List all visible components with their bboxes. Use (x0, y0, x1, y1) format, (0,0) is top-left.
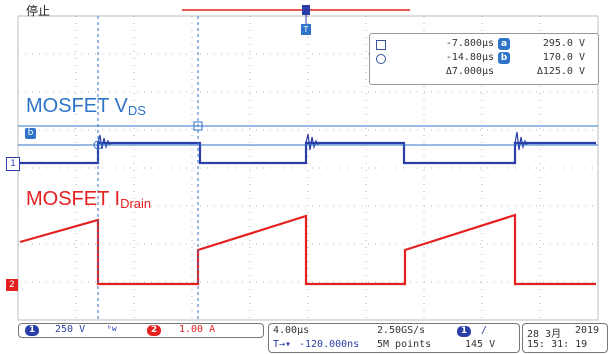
horizontal-trigger-chip[interactable]: 4.00µs 2.50GS/s 1 / T→▾ -120.000ns 5M po… (268, 323, 520, 353)
time-value: 15: 31: 19 (527, 339, 588, 350)
ch1-scale[interactable]: 250 V (55, 324, 86, 335)
cursor-marker-circle (93, 140, 103, 150)
cursor-readout-box[interactable]: -7.800µs a 295.0 V -14.80µs b 170.0 V Δ7… (369, 33, 599, 85)
cursor-delta-value: Δ125.0 V (536, 66, 585, 77)
mosfet-vds-sub: DS (127, 103, 146, 118)
record-length-value: 5M points (377, 339, 432, 350)
ch2-trace (19, 213, 596, 286)
datetime-chip: 28 3月 2019 15: 31: 19 (522, 323, 608, 353)
cursor-readout-row-2: -14.80µs b 170.0 V (370, 52, 598, 66)
cursor-readout-row-3: Δ7.000µs Δ125.0 V (370, 66, 598, 80)
ch1-ringing-3 (514, 131, 528, 151)
cursor-delta-time: Δ7.000µs (445, 66, 494, 77)
mosfet-idrain-sub: Drain (120, 196, 152, 211)
ch1-ringing-2 (305, 133, 319, 151)
mosfet-vds-label: MOSFET VDS (26, 95, 146, 118)
year-value: 2019 (575, 325, 600, 336)
ch1-ground-marker[interactable]: 1 (6, 157, 20, 171)
trigger-badge[interactable]: T (301, 24, 311, 35)
trigger-source-badge[interactable]: 1 (457, 326, 471, 337)
cursor-a-value: 295.0 V (542, 38, 585, 49)
square-cursor-icon (376, 40, 386, 50)
cursor-marker-square (193, 121, 203, 131)
ch2-scale[interactable]: 1.00 A (179, 324, 216, 335)
cursor-b-value: 170.0 V (542, 52, 585, 63)
horizontal-position-value[interactable]: -120.000ns (299, 339, 360, 350)
acquisition-status: 停止 (26, 4, 51, 18)
trigger-slope-icon: / (481, 325, 488, 336)
date-value: 28 3月 (527, 329, 562, 340)
cursor-a-time: -7.800µs (445, 38, 494, 49)
sample-rate-value: 2.50GS/s (377, 325, 426, 336)
cursor-b-time: -14.80µs (445, 52, 494, 63)
position-icon: T→▾ (273, 339, 292, 350)
ch1-trace (20, 141, 596, 165)
circle-cursor-icon (376, 54, 386, 64)
mosfet-idrain-label: MOSFET IDrain (26, 188, 151, 211)
channel-settings-chip[interactable]: 1 250 V ᵇw 2 1.00 A (18, 323, 264, 338)
bottom-status-bar: 1 250 V ᵇw 2 1.00 A 4.00µs 2.50GS/s 1 / … (0, 322, 608, 354)
mosfet-idrain-main: MOSFET I (26, 188, 121, 210)
trigger-level-value[interactable]: 145 V (465, 339, 496, 350)
timebase-value[interactable]: 4.00µs (273, 325, 310, 336)
cursor-b-badge[interactable]: b (25, 128, 36, 139)
ch1-badge[interactable]: 1 (25, 325, 39, 336)
bandwidth-limit-icon: ᵇw (107, 324, 117, 333)
ch2-badge[interactable]: 2 (147, 325, 161, 336)
cursor-b-value-badge: b (498, 52, 510, 64)
ch2-ground-marker[interactable]: 2 (6, 279, 18, 291)
mosfet-vds-main: MOSFET V (26, 95, 128, 117)
ch1-ringing-1 (97, 134, 111, 150)
cursor-a-badge: a (498, 38, 510, 50)
cursor-readout-row-1: -7.800µs a 295.0 V (370, 38, 598, 52)
trigger-position-marker[interactable] (302, 5, 310, 15)
